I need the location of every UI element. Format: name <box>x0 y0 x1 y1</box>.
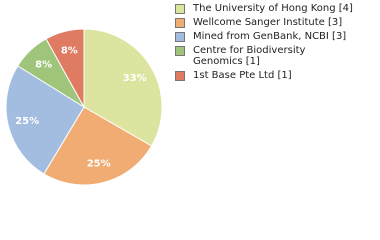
legend-item: Mined from GenBank, NCBI [3] <box>175 31 375 42</box>
pie-slice <box>45 28 85 109</box>
legend-swatch <box>175 18 185 28</box>
legend-swatch <box>175 71 185 81</box>
legend-swatch <box>175 46 185 56</box>
pie-slice <box>43 106 153 186</box>
legend-swatch <box>175 4 185 14</box>
legend-label: Centre for Biodiversity Genomics [1] <box>193 45 306 67</box>
slice-label: 8% <box>35 60 52 71</box>
legend-item: Centre for Biodiversity Genomics [1] <box>175 45 375 67</box>
legend-item: 1st Base Pte Ltd [1] <box>175 70 375 81</box>
slice-label: 25% <box>15 116 39 127</box>
legend-label: The University of Hong Kong [4] <box>193 3 353 14</box>
pie-slice <box>83 28 163 147</box>
legend-item: Wellcome Sanger Institute [3] <box>175 17 375 28</box>
slice-label: 8% <box>61 45 78 56</box>
legend-label: Wellcome Sanger Institute [3] <box>193 17 343 28</box>
slice-label: 33% <box>123 73 147 84</box>
legend-swatch <box>175 32 185 42</box>
legend-label: 1st Base Pte Ltd [1] <box>193 70 292 81</box>
legend-label: Mined from GenBank, NCBI [3] <box>193 31 347 42</box>
pie-slice <box>5 65 85 175</box>
slice-label: 25% <box>87 159 111 170</box>
chart: 33% 25% 25% 8% 8% <box>5 28 163 186</box>
legend-item: The University of Hong Kong [4] <box>175 3 375 14</box>
legend: The University of Hong Kong [4] Wellcome … <box>175 3 375 84</box>
